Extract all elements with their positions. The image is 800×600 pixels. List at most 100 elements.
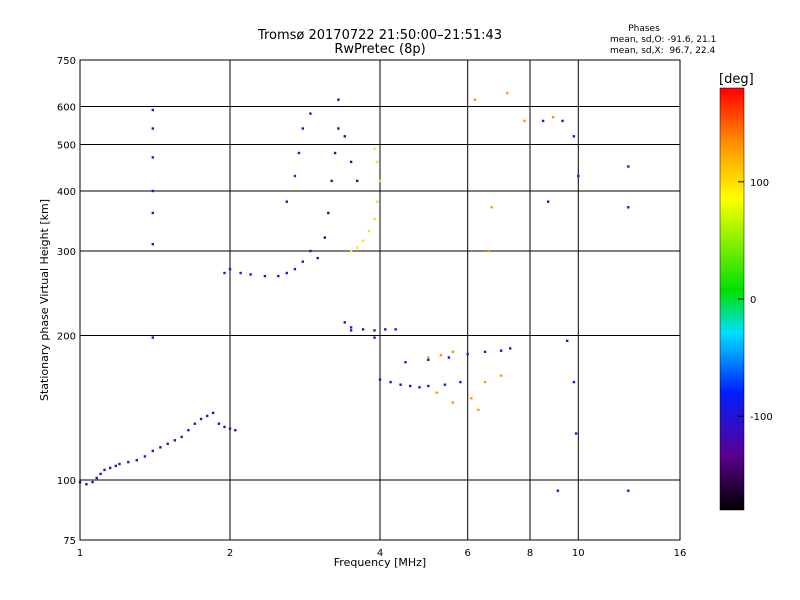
echo-point [418,386,421,389]
echo-point [561,119,564,123]
x-tick-label: 2 [227,548,233,559]
echo-point [217,422,221,425]
echo-point [151,336,154,339]
y-tick-label: 400 [57,187,76,198]
echo-point [249,273,252,276]
echo-point [523,119,526,123]
colorbar-tick-label: 0 [750,295,756,306]
echo-point [470,397,473,400]
echo-point [103,468,106,472]
echo-point [333,151,337,155]
echo-point [506,91,509,95]
x-ticks: 1 2 4 6 8 10 16 [77,548,687,559]
stats-o-mode: mean, sd,O: -91.6, 21.1 [610,35,716,45]
colorbar-tick-label: 100 [750,178,769,189]
echo-point [499,374,503,377]
echo-point [427,384,430,388]
echo-point [180,435,183,439]
echo-point [228,427,232,430]
echo-point [373,147,376,150]
chart-subtitle: RwPretec (8p) [334,42,425,57]
echo-point [151,449,154,453]
echo-point [389,380,392,384]
x-tick-label: 16 [674,548,687,559]
echo-point [572,135,576,138]
echo-point [206,414,209,418]
echo-point [483,380,487,384]
x-tick-label: 10 [572,548,585,559]
echo-point [285,271,288,275]
echo-point [627,165,630,168]
echo-point [427,356,430,359]
x-tick-label: 8 [527,548,533,559]
echo-point [114,464,117,468]
y-tick-label: 600 [57,103,76,114]
echo-point [85,483,88,486]
echo-point [577,174,580,178]
echo-point [483,350,487,353]
echo-point [367,229,371,233]
echo-point [349,249,353,253]
echo-point [297,151,301,155]
x-tick-label: 6 [465,548,471,559]
echo-point [223,271,226,275]
echo-point [309,112,312,115]
y-tick-label: 100 [57,476,76,487]
echo-point [378,378,382,381]
echo-point [627,489,630,492]
echo-point [443,383,447,386]
echo-point [627,206,630,209]
echo-point [127,460,130,464]
echo-point [228,267,232,271]
echo-point [394,328,397,331]
echo-point [316,256,319,260]
echo-point [330,179,333,183]
colorbar-ticks: 100 0 -100 [738,178,773,423]
y-tick-label: 500 [57,141,76,152]
echo-point [572,380,576,384]
echo-point [151,156,154,159]
echo-point [499,349,503,352]
echo-point [151,211,154,215]
echo-point [376,200,379,203]
echo-point [384,328,387,331]
echo-point [143,455,147,458]
echo-point [566,339,569,342]
echo-point [373,336,376,339]
echo-point [459,380,462,384]
grid [80,60,680,540]
echo-point [323,236,326,239]
echo-point [91,480,94,484]
echo-point [301,260,304,263]
echo-point [399,383,402,386]
echo-point [337,98,340,101]
echo-point [487,249,490,253]
plot-frame [79,59,681,541]
echo-point [466,352,469,356]
echo-point [356,179,359,183]
echo-point [373,217,376,221]
echo-point [301,127,304,130]
echo-point [378,179,382,183]
echo-point [404,361,407,364]
echo-point [574,432,578,435]
echo-point [551,116,555,119]
echo-point [547,200,550,203]
echo-point [439,354,443,357]
echo-point [277,274,280,278]
echo-point [451,401,454,404]
echo-point [193,422,196,425]
echo-point [151,127,154,130]
echo-point [361,328,365,331]
echo-points [78,91,630,492]
colorbar-tick-label: -100 [750,412,773,423]
y-tick-label: 750 [57,56,76,67]
echo-point [187,429,190,432]
y-tick-label: 75 [63,536,76,547]
echo-point [373,329,376,332]
x-tick-label: 1 [77,548,83,559]
echo-point [509,347,512,350]
echo-point [151,189,154,193]
y-tick-label: 300 [57,247,76,258]
